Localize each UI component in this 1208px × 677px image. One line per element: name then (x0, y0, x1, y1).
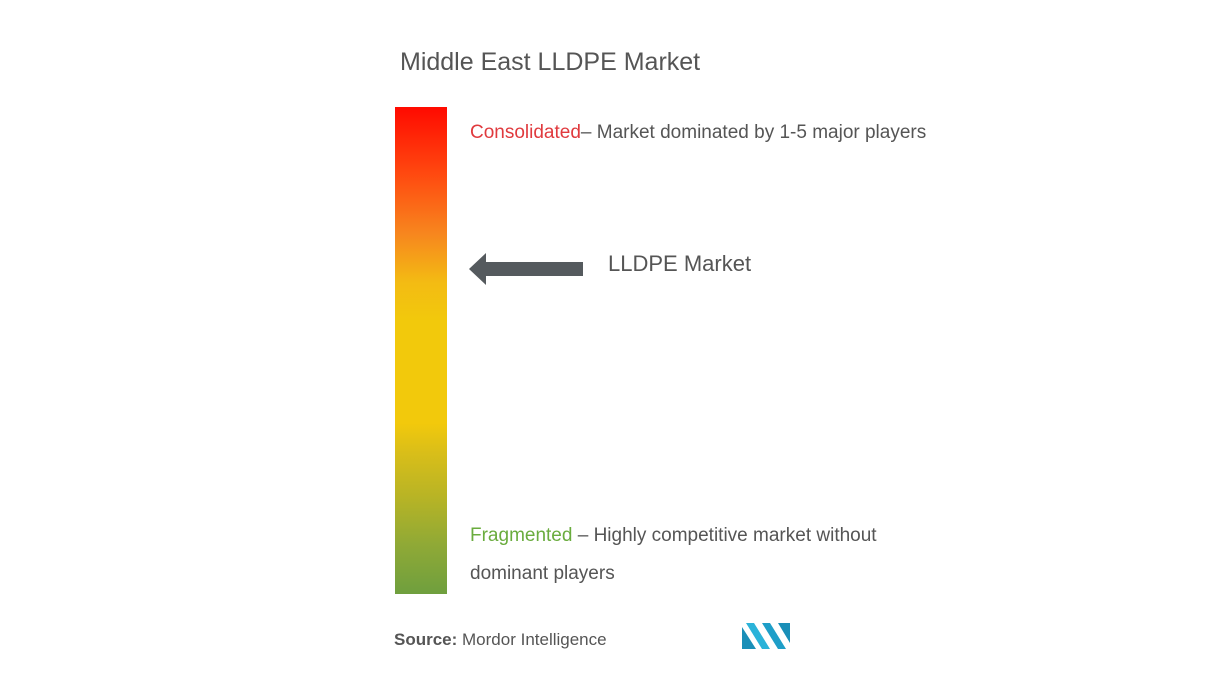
source-credit: Source: Mordor Intelligence (394, 630, 607, 650)
market-position-label: LLDPE Market (608, 251, 752, 276)
source-label: Source: (394, 630, 458, 649)
source-value: Mordor Intelligence (457, 630, 607, 649)
concentration-gradient-bar (395, 107, 447, 594)
left-arrow-icon (469, 253, 583, 285)
consolidated-description: Consolidated– Market dominated by 1-5 ma… (470, 114, 930, 152)
fragmented-label: Fragmented (470, 525, 573, 546)
consolidated-label: Consolidated (470, 122, 581, 143)
mordor-intelligence-logo (742, 623, 790, 649)
consolidated-text: – Market dominated by 1-5 major players (580, 122, 927, 143)
fragmented-text: – Highly competitive market without domi… (470, 525, 877, 584)
fragmented-description: Fragmented – Highly competitive market w… (470, 517, 930, 593)
chart-title: Middle East LLDPE Market (400, 48, 701, 76)
